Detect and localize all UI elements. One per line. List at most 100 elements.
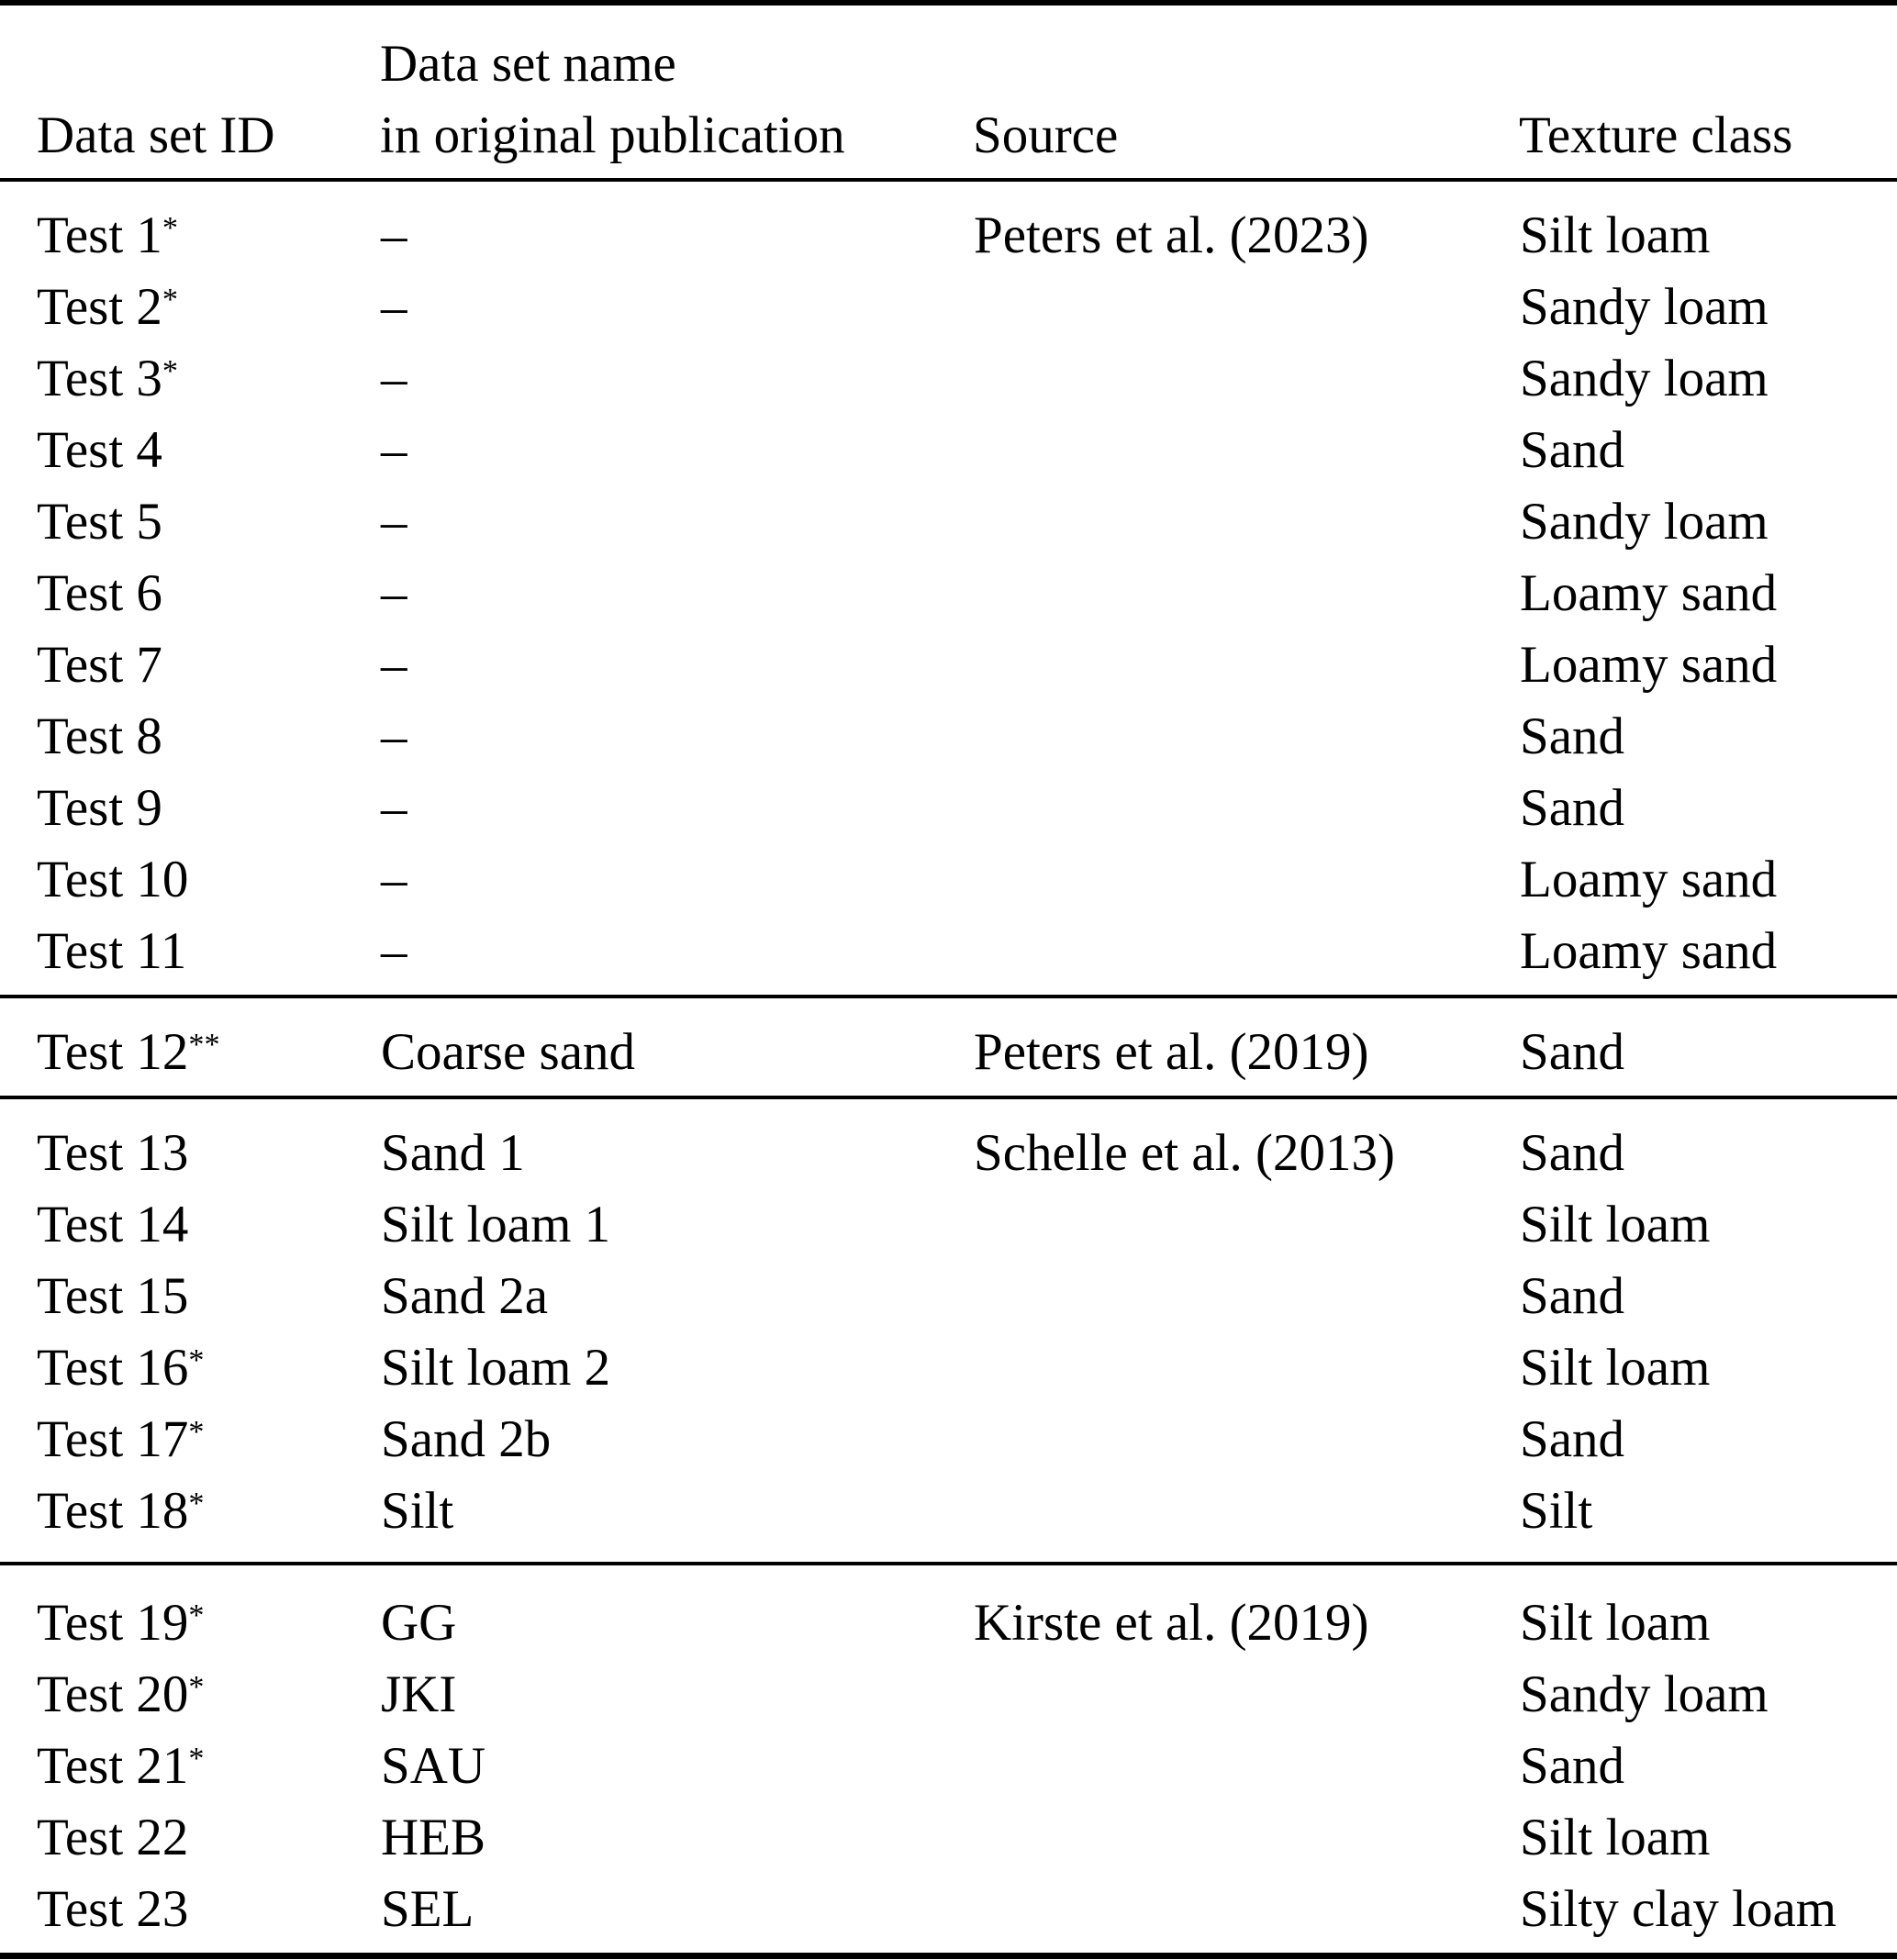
texture-class-cell: Silt loam [1520, 1809, 1711, 1866]
dataset-id-label: Test 15 [37, 1267, 189, 1325]
texture-class-cell: Silt [1520, 1482, 1593, 1540]
source-cell [973, 415, 1519, 486]
texture-class-cell: Sand [1520, 1267, 1624, 1325]
texture-class-cell: Loamy sand [1520, 564, 1778, 622]
footnote-marker: * [188, 1486, 205, 1520]
dataset-name-cell: – [381, 851, 407, 908]
col-header-dataset-id: Data set ID [0, 3, 380, 182]
dataset-id-cell: Test 14 [0, 1189, 380, 1261]
col-header-source: Source [973, 3, 1519, 182]
dataset-name-cell: – [381, 493, 407, 551]
dataset-id-label: Test 4 [37, 421, 162, 479]
table-row: Test 11 – Loamy sand [0, 916, 1897, 997]
source-cell [973, 558, 1519, 629]
table-row: Test 23 SEL Silty clay loam [0, 1874, 1897, 1956]
dataset-id-cell: Test 5 [0, 486, 380, 558]
table-row: Test 15 Sand 2a Sand [0, 1261, 1897, 1332]
dataset-id-cell: Test 7 [0, 629, 380, 701]
header-row: Data set ID Data set name in original pu… [0, 3, 1897, 182]
dataset-id-label: Test 7 [37, 636, 162, 694]
table-row: Test 21* SAU Sand [0, 1731, 1897, 1802]
source-cell [973, 1261, 1519, 1332]
dataset-id-cell: Test 20* [0, 1659, 380, 1731]
col-header-texture-class-label: Texture class [1519, 106, 1793, 164]
col-header-dataset-name-line2: in original publication [380, 106, 845, 164]
dataset-name-cell: – [381, 636, 407, 694]
texture-class-cell: Sand [1520, 707, 1624, 765]
table-row: Test 3* – Sandy loam [0, 343, 1897, 415]
source-cell [973, 1802, 1519, 1874]
table-row: Test 4 – Sand [0, 415, 1897, 486]
dataset-id-cell: Test 19* [0, 1564, 380, 1659]
dataset-id-label: Test 6 [37, 564, 162, 622]
dataset-id-cell: Test 12** [0, 997, 380, 1097]
table-section: Test 19* GG Kirste et al. (2019) Silt loam T… [0, 1564, 1897, 1956]
footnote-marker: * [162, 353, 178, 388]
dataset-id-cell: Test 16* [0, 1332, 380, 1404]
source-cell [973, 1874, 1519, 1956]
source-cell [973, 272, 1519, 343]
dataset-name-cell: HEB [381, 1809, 485, 1866]
dataset-id-label: Test 22 [37, 1809, 189, 1866]
source-cell: Schelle et al. (2013) [974, 1124, 1396, 1182]
texture-class-cell: Sandy loam [1520, 1665, 1769, 1723]
dataset-name-cell: Silt loam 1 [381, 1196, 611, 1253]
source-cell [973, 1189, 1519, 1261]
dataset-name-cell: Silt loam 2 [381, 1339, 611, 1397]
source-cell [973, 701, 1519, 773]
footnote-marker: * [162, 282, 178, 317]
table-header: Data set ID Data set name in original pu… [0, 3, 1897, 182]
texture-class-cell: Loamy sand [1520, 636, 1778, 694]
texture-class-cell: Silty clay loam [1520, 1880, 1837, 1938]
texture-class-cell: Sand [1520, 779, 1624, 837]
source-cell [973, 916, 1519, 997]
texture-class-cell: Sand [1520, 1410, 1624, 1468]
texture-class-cell: Silt loam [1520, 1196, 1711, 1253]
source-cell [973, 844, 1519, 916]
dataset-id-label: Test 13 [37, 1124, 189, 1182]
dataset-id-cell: Test 18* [0, 1476, 380, 1564]
dataset-id-cell: Test 1* [0, 180, 380, 272]
dataset-id-cell: Test 15 [0, 1261, 380, 1332]
dataset-id-label: Test 1 [37, 206, 162, 264]
dataset-id-cell: Test 8 [0, 701, 380, 773]
dataset-id-cell: Test 9 [0, 773, 380, 844]
source-cell [973, 629, 1519, 701]
dataset-id-label: Test 9 [37, 779, 162, 837]
col-header-source-label: Source [973, 106, 1119, 164]
table-row: Test 6 – Loamy sand [0, 558, 1897, 629]
dataset-id-label: Test 14 [37, 1196, 189, 1253]
footnote-marker: * [188, 1414, 205, 1449]
dataset-id-label: Test 2 [37, 278, 162, 336]
texture-class-cell: Loamy sand [1520, 922, 1778, 980]
dataset-name-cell: – [381, 206, 407, 264]
footnote-marker: * [188, 1342, 205, 1377]
table-row: Test 19* GG Kirste et al. (2019) Silt loam [0, 1564, 1897, 1659]
dataset-id-label: Test 10 [37, 851, 189, 908]
table-row: Test 14 Silt loam 1 Silt loam [0, 1189, 1897, 1261]
dataset-name-cell: GG [381, 1594, 457, 1652]
table-row: Test 17* Sand 2b Sand [0, 1404, 1897, 1476]
table-row: Test 9 – Sand [0, 773, 1897, 844]
table-row: Test 18* Silt Silt [0, 1476, 1897, 1564]
dataset-id-label: Test 19 [37, 1594, 189, 1652]
dataset-id-cell: Test 11 [0, 916, 380, 997]
dataset-id-cell: Test 17* [0, 1404, 380, 1476]
texture-class-cell: Silt loam [1520, 1339, 1711, 1397]
dataset-name-cell: Coarse sand [381, 1023, 636, 1081]
dataset-id-cell: Test 10 [0, 844, 380, 916]
source-cell [973, 1731, 1519, 1802]
texture-class-cell: Sand [1520, 1737, 1624, 1795]
source-cell: Kirste et al. (2019) [974, 1594, 1369, 1652]
dataset-name-cell: – [381, 278, 407, 336]
source-cell [973, 1659, 1519, 1731]
col-header-dataset-name-line1: Data set name [380, 35, 676, 93]
dataset-id-label: Test 17 [37, 1410, 189, 1468]
table-section: Test 1* – Peters et al. (2023) Silt loam Tes… [0, 180, 1897, 997]
source-cell [973, 773, 1519, 844]
dataset-id-label: Test 20 [37, 1665, 189, 1723]
dataset-name-cell: JKI [381, 1665, 457, 1723]
table-row: Test 7 – Loamy sand [0, 629, 1897, 701]
